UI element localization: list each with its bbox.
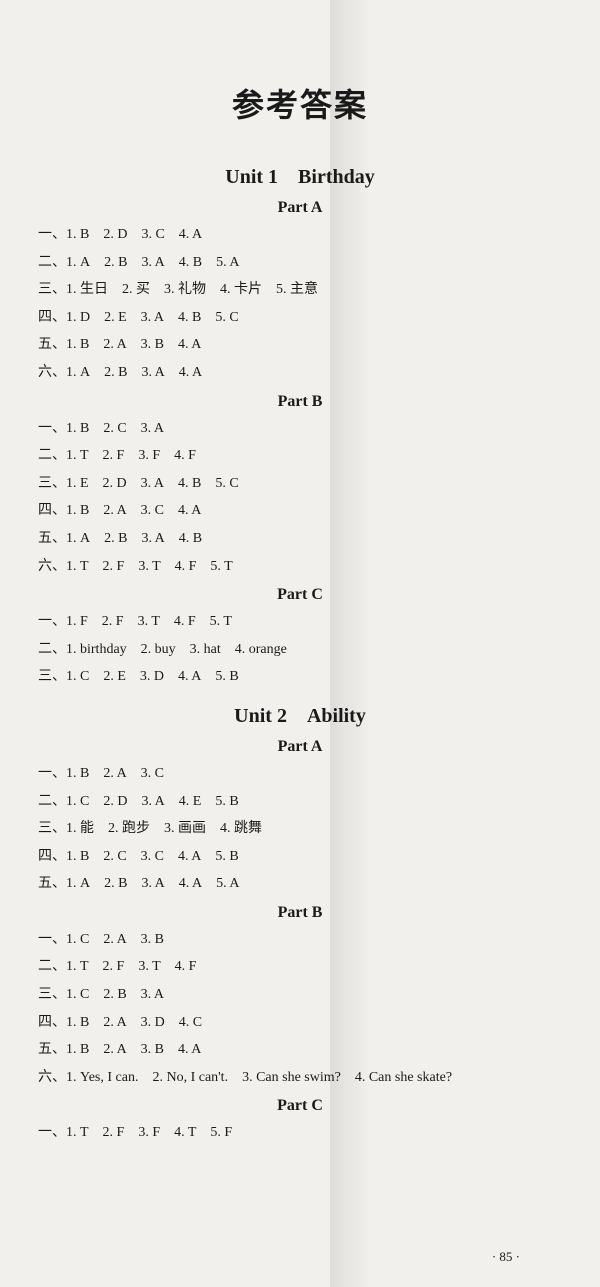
answer-line: 四、1. B 2. C 3. C 4. A 5. B: [38, 847, 570, 867]
answer-line: 五、1. B 2. A 3. B 4. A: [38, 1040, 570, 1060]
answer-line: 一、1. F 2. F 3. T 4. F 5. T: [38, 612, 570, 632]
answer-line: 四、1. B 2. A 3. D 4. C: [38, 1013, 570, 1033]
answer-line: 二、1. T 2. F 3. T 4. F: [38, 957, 570, 977]
unit-header: Unit 2 Ability: [30, 705, 570, 728]
content-container: Unit 1 Birthday Part A 一、1. B 2. D 3. C 4.…: [30, 166, 570, 1143]
answer-line: 一、1. C 2. A 3. B: [38, 930, 570, 950]
answer-line: 二、1. birthday 2. buy 3. hat 4. orange: [38, 640, 570, 660]
part-header: Part B: [30, 393, 570, 411]
answer-line: 二、1. T 2. F 3. F 4. F: [38, 446, 570, 466]
part-header: Part C: [30, 1097, 570, 1115]
answer-line: 三、1. E 2. D 3. A 4. B 5. C: [38, 474, 570, 494]
answer-line: 一、1. B 2. C 3. A: [38, 419, 570, 439]
answer-line: 三、1. C 2. B 3. A: [38, 985, 570, 1005]
part-header: Part C: [30, 586, 570, 604]
page-title: 参考答案: [30, 80, 570, 126]
answer-line: 五、1. A 2. B 3. A 4. B: [38, 529, 570, 549]
answer-line: 一、1. B 2. A 3. C: [38, 764, 570, 784]
answer-line: 三、1. 生日 2. 买 3. 礼物 4. 卡片 5. 主意: [38, 280, 570, 300]
answer-line: 六、1. Yes, I can. 2. No, I can't. 3. Can …: [38, 1068, 570, 1088]
answer-line: 二、1. C 2. D 3. A 4. E 5. B: [38, 792, 570, 812]
answer-line: 四、1. B 2. A 3. C 4. A: [38, 501, 570, 521]
answer-line: 一、1. T 2. F 3. F 4. T 5. F: [38, 1123, 570, 1143]
answer-line: 二、1. A 2. B 3. A 4. B 5. A: [38, 253, 570, 273]
answer-line: 五、1. A 2. B 3. A 4. A 5. A: [38, 874, 570, 894]
answer-line: 六、1. A 2. B 3. A 4. A: [38, 363, 570, 383]
answer-line: 三、1. 能 2. 跑步 3. 画画 4. 跳舞: [38, 819, 570, 839]
answer-line: 四、1. D 2. E 3. A 4. B 5. C: [38, 308, 570, 328]
answer-line: 三、1. C 2. E 3. D 4. A 5. B: [38, 667, 570, 687]
answer-line: 五、1. B 2. A 3. B 4. A: [38, 335, 570, 355]
unit-header: Unit 1 Birthday: [30, 166, 570, 189]
part-header: Part A: [30, 199, 570, 217]
answer-line: 六、1. T 2. F 3. T 4. F 5. T: [38, 557, 570, 577]
part-header: Part B: [30, 904, 570, 922]
part-header: Part A: [30, 738, 570, 756]
answer-line: 一、1. B 2. D 3. C 4. A: [38, 225, 570, 245]
page-number: · 85 ·: [492, 1249, 520, 1265]
